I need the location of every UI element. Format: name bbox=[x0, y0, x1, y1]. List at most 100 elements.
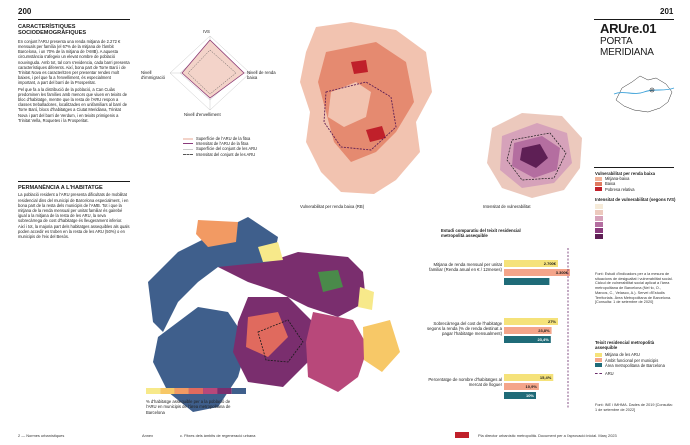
locator-outline bbox=[615, 75, 673, 113]
vulnerability-map bbox=[487, 113, 582, 198]
map-region-salmon bbox=[196, 220, 238, 247]
affordable-bar-chart: 2.700€ 3.300€ 27% 23,8% 23,4% 15,4%10,9% 10% bbox=[504, 248, 570, 408]
radar-label-bottom: Nivell d'envelliment bbox=[184, 112, 221, 117]
scale-bar-segment bbox=[160, 388, 175, 394]
source-note-1: Font: Estudi d'indicadors per a la mesur… bbox=[595, 272, 673, 305]
chart-bar bbox=[504, 327, 552, 334]
chart-bar bbox=[504, 374, 554, 381]
scale-bar-segment bbox=[217, 388, 232, 394]
paragraph-3: La població resident a l'ARU presenta di… bbox=[18, 192, 130, 240]
section-title-line1: CARACTERÍSTIQUES bbox=[18, 24, 76, 30]
section-sociodemographic: CARACTERÍSTIQUES SOCIODEMOGRÀFIQUES En c… bbox=[18, 24, 130, 124]
map-region-blue bbox=[148, 217, 278, 332]
radar-aru-area bbox=[181, 39, 245, 99]
chart-bar bbox=[504, 318, 558, 325]
assequible-scale-bar bbox=[146, 388, 246, 394]
vulnerability-map-caption: Intensitat de vulnerabilitat bbox=[483, 204, 531, 209]
map-region-pink bbox=[246, 312, 288, 357]
locator-map bbox=[613, 75, 675, 113]
radar-aru-intensity bbox=[181, 39, 245, 99]
chart-bar-value: 10,9% bbox=[526, 384, 538, 389]
legend-ivs-scale bbox=[595, 204, 677, 240]
chart-group-label: Percentatge de nombre d'habitatges al me… bbox=[428, 377, 502, 388]
chart-bar bbox=[504, 260, 558, 267]
vuln-region-very-high bbox=[520, 144, 548, 168]
aru-name-line1: PORTA bbox=[600, 36, 633, 47]
renda-map bbox=[300, 22, 432, 194]
radar-label-left: Nivell d'immigració bbox=[141, 70, 165, 81]
right-rule bbox=[594, 19, 674, 20]
aru-code: ARUre.01 bbox=[600, 21, 657, 36]
renda-region-mid bbox=[328, 82, 371, 127]
chart-bar-value: 10% bbox=[526, 393, 534, 398]
scale-bar-segment bbox=[146, 388, 161, 394]
section2-rule bbox=[18, 181, 130, 182]
legend-item: Baixa bbox=[595, 181, 677, 186]
paragraph-1: En conjunt l'ARU presenta una renda mitj… bbox=[18, 38, 130, 86]
map-region-blue bbox=[153, 307, 248, 412]
legend-assequible-title: Teixit residencial metropolità assequibl… bbox=[595, 340, 655, 351]
chart-bar-value: 15,4% bbox=[540, 375, 552, 380]
map-region-purple bbox=[218, 252, 366, 317]
source-note-2: Font: INE i IMHMA. Dades de 2019 [Consul… bbox=[595, 403, 673, 412]
chart-bar bbox=[504, 392, 536, 399]
radar-chart bbox=[169, 35, 251, 111]
chart-bar-value: 23,4% bbox=[537, 337, 549, 342]
radar-label-right: Nivell de renda baixa bbox=[247, 70, 276, 81]
locator-river bbox=[613, 87, 675, 95]
vuln-aru-outline bbox=[506, 132, 567, 181]
chart-group-label: Sobrecàrrega del cost de l'habitatge seg… bbox=[426, 321, 502, 337]
assequible-map bbox=[148, 217, 400, 412]
radar-legend-item: Superfície de l'ARU de la fitxa bbox=[183, 136, 293, 141]
legend-ivs: Intensitat de vulnerabilitat (segons IVS… bbox=[595, 197, 677, 240]
footer-section: c. Fitxes dels àmbits de regeneració urb… bbox=[180, 433, 256, 438]
assequible-map-caption: % d'habitatge assequible per a la poblac… bbox=[146, 399, 231, 415]
right-page-number: 201 bbox=[660, 7, 674, 16]
section-permanence: PERMANÈNCIA A L'HABITATGE La població re… bbox=[18, 185, 130, 240]
section2-title: PERMANÈNCIA A L'HABITATGE bbox=[18, 185, 103, 191]
left-page-number: 200 bbox=[18, 7, 32, 16]
renda-region-poverty bbox=[351, 60, 368, 74]
renda-map-caption: Vulnerabilitat per renda baixa (RB) bbox=[300, 204, 365, 209]
legend-renda-title: Vulnerabilitat per renda baixa bbox=[595, 171, 656, 176]
scale-bar-segment bbox=[174, 388, 189, 394]
left-rule bbox=[18, 19, 130, 20]
legend-item: Mitjana de les ARU bbox=[595, 352, 677, 357]
radar-legend-item: Intensitat del conjunt de les ARU bbox=[183, 152, 293, 157]
aru-name-line2: MERIDIANA bbox=[600, 47, 654, 58]
chart-bar bbox=[504, 269, 570, 276]
legend-item: Àmbit funcional per municipis bbox=[595, 358, 677, 363]
map-region-mauve bbox=[306, 312, 368, 392]
chart-bar-value: 3.300€ bbox=[556, 270, 569, 275]
chart-bar-value: 27% bbox=[548, 319, 556, 324]
radar-all-aru-outline bbox=[187, 49, 237, 95]
legend-item: Àrea metropolitana de Barcelona bbox=[595, 363, 677, 368]
legend-ivs-title: Intensitat de vulnerabilitat (segons IVS… bbox=[595, 197, 676, 202]
footer-right: Pla director urbanístic metropolità. Doc… bbox=[478, 433, 617, 438]
legend-rule bbox=[594, 167, 674, 168]
chart-bar bbox=[504, 383, 539, 390]
scale-bar-segment bbox=[188, 388, 204, 394]
section-title-line2: SOCIODEMOGRÀFIQUES bbox=[18, 30, 87, 37]
locator-marker bbox=[649, 87, 655, 93]
footer-left: 2 — Normes urbanístiques bbox=[18, 433, 65, 438]
chart-group-label: Mitjana de renda mensual per unitat fami… bbox=[429, 262, 502, 273]
radar-label-top: IVS bbox=[203, 29, 210, 34]
legend-assequible: Teixit residencial metropolità assequibl… bbox=[595, 340, 677, 376]
footer-annex: Annex bbox=[142, 433, 154, 438]
radar-legend: Superfície de l'ARU de la fitxa Intensit… bbox=[183, 136, 293, 157]
chart-bar bbox=[504, 336, 551, 343]
radar-legend-item: Superfície del conjunt de les ARU bbox=[183, 146, 293, 151]
map-region-yellow bbox=[358, 287, 374, 310]
map-aru-outline bbox=[257, 319, 304, 363]
chart-title-block: Estudi comparatiu del teixit residencial… bbox=[441, 228, 536, 238]
chart-bar-value: 2.700€ bbox=[544, 261, 557, 266]
radar-legend-item: Intensitat de l'ARU de la fitxa bbox=[183, 141, 293, 146]
chart-bar bbox=[504, 278, 550, 285]
map-region-orange bbox=[363, 320, 400, 372]
chart-title: Estudi comparatiu del teixit residencial… bbox=[441, 228, 521, 239]
amb-logo bbox=[455, 432, 469, 438]
renda-region-poverty bbox=[366, 126, 386, 142]
legend-item: Pobresa relativa bbox=[595, 187, 677, 192]
map-region-green bbox=[318, 270, 343, 292]
